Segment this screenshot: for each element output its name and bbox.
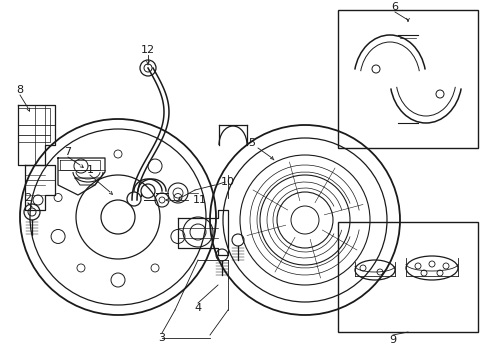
Bar [337,222,477,332]
Text: 6: 6 [391,2,398,12]
Text: 7: 7 [64,147,71,157]
Text: 5: 5 [248,138,255,148]
Text: 4: 4 [194,303,201,313]
Text: 8: 8 [17,85,23,95]
Text: 11: 11 [193,195,206,205]
Text: 3: 3 [158,333,165,343]
Text: 9: 9 [388,335,396,345]
Text: 12: 12 [141,45,155,55]
Text: 10: 10 [221,177,235,187]
Text: 2: 2 [24,193,32,203]
Text: 1: 1 [86,165,93,175]
Bar [337,10,477,148]
